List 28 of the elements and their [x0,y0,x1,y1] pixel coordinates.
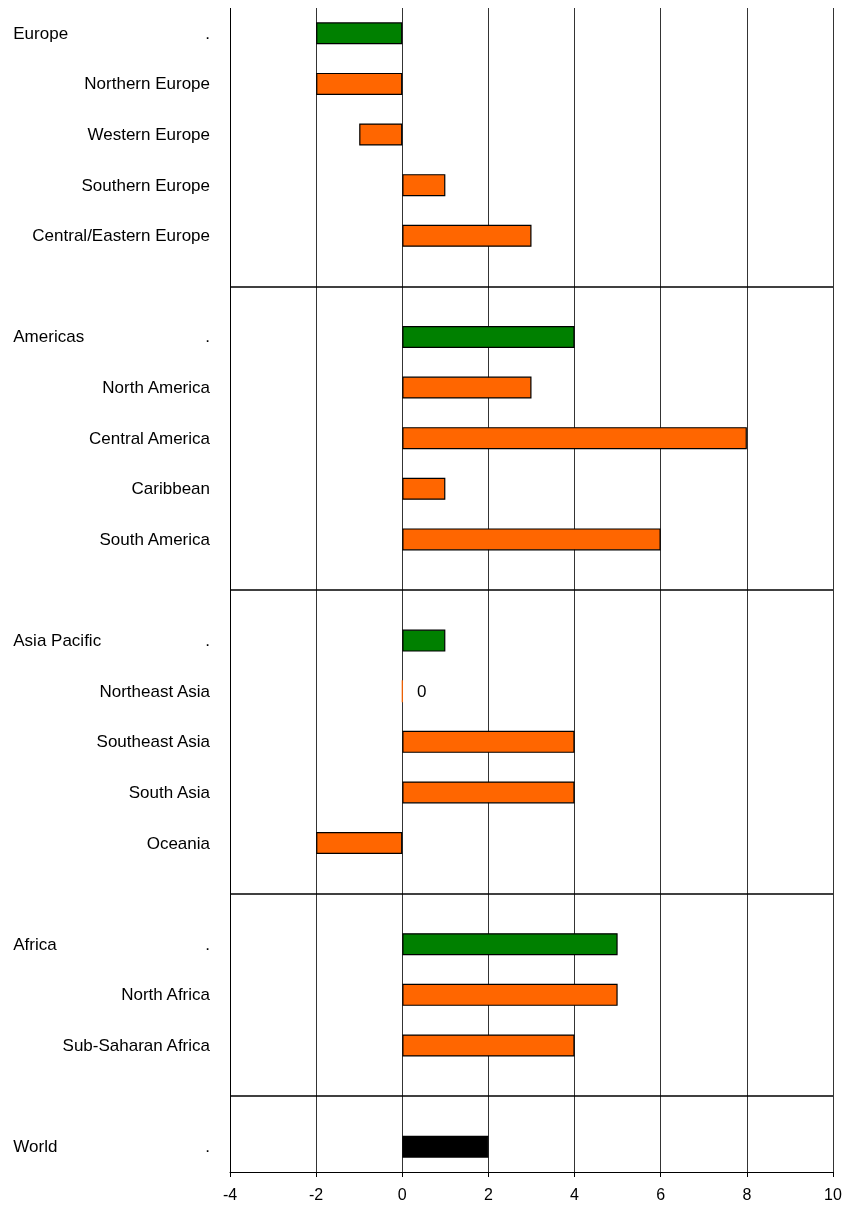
x-tick-label: -2 [309,1185,324,1203]
category-label: World . [13,1137,210,1157]
category-label: Asia Pacific . [13,631,210,651]
y-tick-label: Northeast Asia [99,681,211,701]
y-tick-label: Caribbean [131,479,210,499]
y-tick-label: Sub-Saharan Africa [62,1035,211,1055]
y-tick-label: Northern Europe [84,74,210,94]
category-label: Europe . [13,23,210,43]
x-tick-label: -4 [222,1185,238,1203]
y-tick-label: Central America [89,428,211,448]
x-tick-label: 4 [570,1185,580,1203]
y-tick-label: South America [99,529,211,549]
y-tick-label: South Asia [128,782,211,802]
y-tick-label: Southern Europe [81,175,210,195]
y-tick-label: Central/Eastern Europe [32,226,210,246]
y-tick-label: Oceania [146,833,211,853]
x-tick-label: 8 [742,1185,752,1203]
y-tick-label: Southeast Asia [96,732,211,752]
x-tick-label: 2 [483,1185,493,1203]
x-tick-label: 0 [397,1185,407,1203]
data-label: 0 [416,681,427,701]
y-tick-label: North Africa [121,985,211,1005]
category-label: Africa . [13,934,210,954]
category-label: Americas . [13,327,210,347]
x-tick-label: 10 [824,1185,842,1203]
y-tick-label: North America [102,378,211,398]
x-tick-label: 6 [656,1185,666,1203]
y-tick-label: Western Europe [87,125,210,145]
